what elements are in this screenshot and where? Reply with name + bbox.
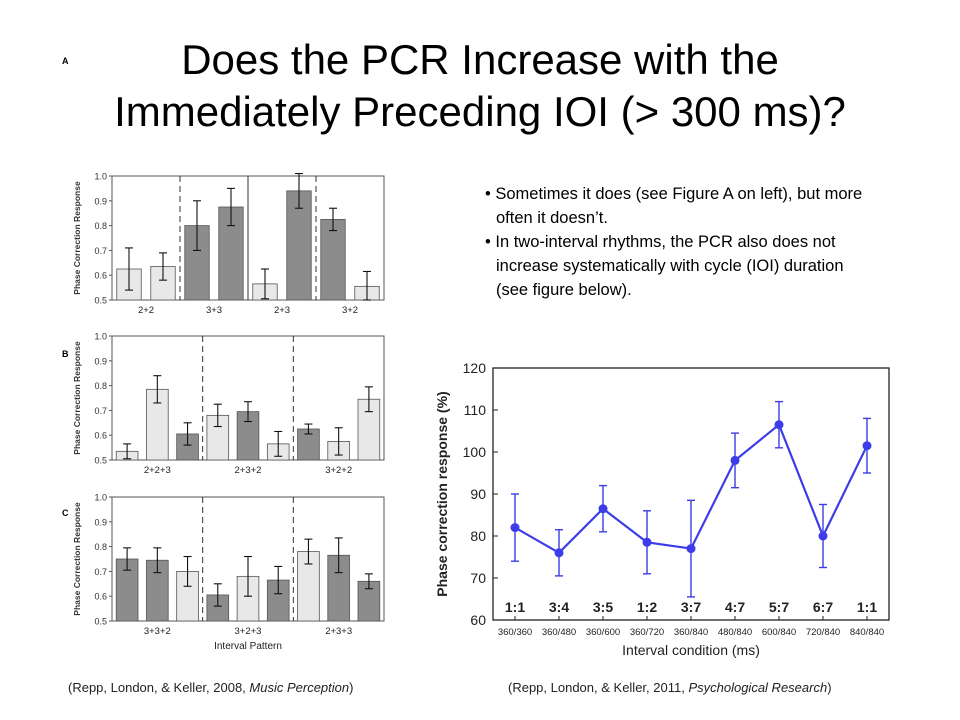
x-tick-label: 2+3 bbox=[274, 305, 290, 316]
data-point bbox=[862, 441, 872, 451]
x-tick-label: 2+2 bbox=[138, 305, 154, 316]
x-tick-label: 3+3 bbox=[206, 305, 222, 316]
data-point bbox=[686, 544, 696, 554]
panel-label: A bbox=[62, 56, 69, 66]
y-tick-label: 0.8 bbox=[94, 381, 107, 391]
x-tick-label: 2+3+2 bbox=[235, 465, 262, 476]
title-line-2: Immediately Preceding IOI (> 300 ms)? bbox=[114, 88, 846, 135]
title-line-1: Does the PCR Increase with the bbox=[181, 36, 779, 83]
citation-text: ) bbox=[349, 680, 354, 695]
y-tick-label: 70 bbox=[470, 570, 486, 586]
y-tick-label: 0.9 bbox=[94, 196, 107, 206]
y-tick-label: 1.0 bbox=[94, 172, 107, 182]
x-tick-label: 3+2 bbox=[342, 305, 358, 316]
y-tick-label: 60 bbox=[470, 612, 486, 628]
x-tick-label: 3+3+2 bbox=[144, 626, 171, 637]
y-tick-label: 0.7 bbox=[94, 406, 107, 416]
x-tick-label: 840/840 bbox=[850, 627, 884, 638]
citation-text: ) bbox=[827, 680, 832, 695]
y-tick-label: 0.6 bbox=[94, 592, 107, 602]
bullet-list: • Sometimes it does (see Figure A on lef… bbox=[480, 182, 880, 302]
y-axis-label: Phase Correction Response bbox=[72, 341, 82, 455]
citation-text: (Repp, London, & Keller, 2008, bbox=[68, 680, 250, 695]
bullet-item: • In two-interval rhythms, the PCR also … bbox=[485, 233, 844, 299]
x-axis-label: Interval condition (ms) bbox=[622, 642, 760, 658]
x-tick-label: 600/840 bbox=[762, 627, 796, 638]
x-axis-label: Interval Pattern bbox=[214, 641, 282, 652]
x-tick-label: 360/720 bbox=[630, 627, 664, 638]
y-tick-label: 80 bbox=[470, 528, 486, 544]
ratio-label: 3:4 bbox=[549, 599, 569, 615]
ratio-label: 1:1 bbox=[857, 599, 877, 615]
ratio-label: 1:2 bbox=[637, 599, 657, 615]
x-tick-label: 480/840 bbox=[718, 627, 752, 638]
y-tick-label: 0.5 bbox=[94, 296, 107, 306]
line-panel: 60 70 80 90 100 110 120 Phase correction respon… bbox=[434, 360, 890, 658]
citation-journal: Psychological Research bbox=[688, 680, 828, 695]
ratio-label: 1:1 bbox=[505, 599, 525, 615]
y-tick-label: 0.5 bbox=[94, 456, 107, 466]
y-tick-label: 120 bbox=[463, 360, 487, 376]
y-tick-label: 0.8 bbox=[94, 542, 107, 552]
y-tick-label: 0.6 bbox=[94, 431, 107, 441]
citation-right: (Repp, London, & Keller, 2011, Psycholog… bbox=[508, 680, 832, 695]
bar-panel-C: C 0.5 0.6 0.7 0.8 0.9 1.0 Phase Correction Resp… bbox=[62, 493, 385, 652]
ratio-label: 4:7 bbox=[725, 599, 745, 615]
data-point bbox=[774, 420, 784, 430]
citation-left: (Repp, London, & Keller, 2008, Music Per… bbox=[68, 680, 353, 695]
x-tick-label: 720/840 bbox=[806, 627, 840, 638]
data-point bbox=[642, 537, 652, 547]
y-tick-label: 1.0 bbox=[94, 493, 107, 503]
data-point bbox=[818, 531, 828, 541]
y-tick-label: 90 bbox=[470, 486, 486, 502]
y-axis-label: Phase Correction Response bbox=[72, 181, 82, 295]
x-tick-label: 360/600 bbox=[586, 627, 620, 638]
y-axis-label: Phase Correction Response bbox=[72, 502, 82, 616]
y-tick-label: 110 bbox=[464, 402, 487, 418]
y-tick-label: 0.9 bbox=[94, 356, 107, 366]
data-point bbox=[554, 548, 564, 558]
y-tick-label: 0.8 bbox=[94, 221, 107, 231]
x-tick-label: 3+2+2 bbox=[325, 465, 352, 476]
x-tick-label: 360/480 bbox=[542, 627, 576, 638]
citation-journal: Music Perception bbox=[249, 680, 350, 695]
bar bbox=[320, 218, 346, 301]
slide-title: Does the PCR Increase with the Immediate… bbox=[0, 34, 960, 138]
y-axis-label: Phase correction response (%) bbox=[434, 391, 450, 596]
data-point bbox=[730, 455, 740, 465]
bullet-text: Sometimes it does (see Figure A on left)… bbox=[495, 185, 863, 227]
x-tick-label: 3+2+3 bbox=[235, 626, 262, 637]
ratio-label: 5:7 bbox=[769, 599, 789, 615]
x-tick-label: 2+3+3 bbox=[325, 626, 352, 637]
y-tick-label: 0.7 bbox=[94, 246, 107, 256]
data-point bbox=[598, 504, 608, 514]
panel-label: B bbox=[62, 349, 69, 359]
ratio-label: 3:7 bbox=[681, 599, 701, 615]
data-point bbox=[510, 523, 520, 533]
x-tick-label: 2+2+3 bbox=[144, 465, 171, 476]
bullet-text: In two-interval rhythms, the PCR also do… bbox=[495, 233, 844, 299]
y-tick-label: 0.5 bbox=[94, 617, 107, 627]
panel-label: C bbox=[62, 508, 69, 518]
bar-panel-B: B 0.5 0.6 0.7 0.8 0.9 1.0 Phase Correction Resp… bbox=[62, 332, 385, 476]
y-tick-label: 100 bbox=[463, 444, 487, 460]
x-tick-label: 360/840 bbox=[674, 627, 708, 638]
y-tick-label: 1.0 bbox=[94, 332, 107, 342]
bullet-item: • Sometimes it does (see Figure A on lef… bbox=[485, 185, 863, 227]
y-tick-label: 0.6 bbox=[94, 271, 107, 281]
bar-panel-A: A 0.5 0.6 0.7 0.8 0.9 1.0 Phase Correction Resp… bbox=[62, 56, 385, 316]
ratio-label: 6:7 bbox=[813, 599, 833, 615]
citation-text: (Repp, London, & Keller, 2011, bbox=[508, 680, 689, 695]
ratio-label: 3:5 bbox=[593, 599, 613, 615]
y-tick-label: 0.7 bbox=[94, 567, 107, 577]
x-tick-label: 360/360 bbox=[498, 627, 532, 638]
y-tick-label: 0.9 bbox=[94, 517, 107, 527]
